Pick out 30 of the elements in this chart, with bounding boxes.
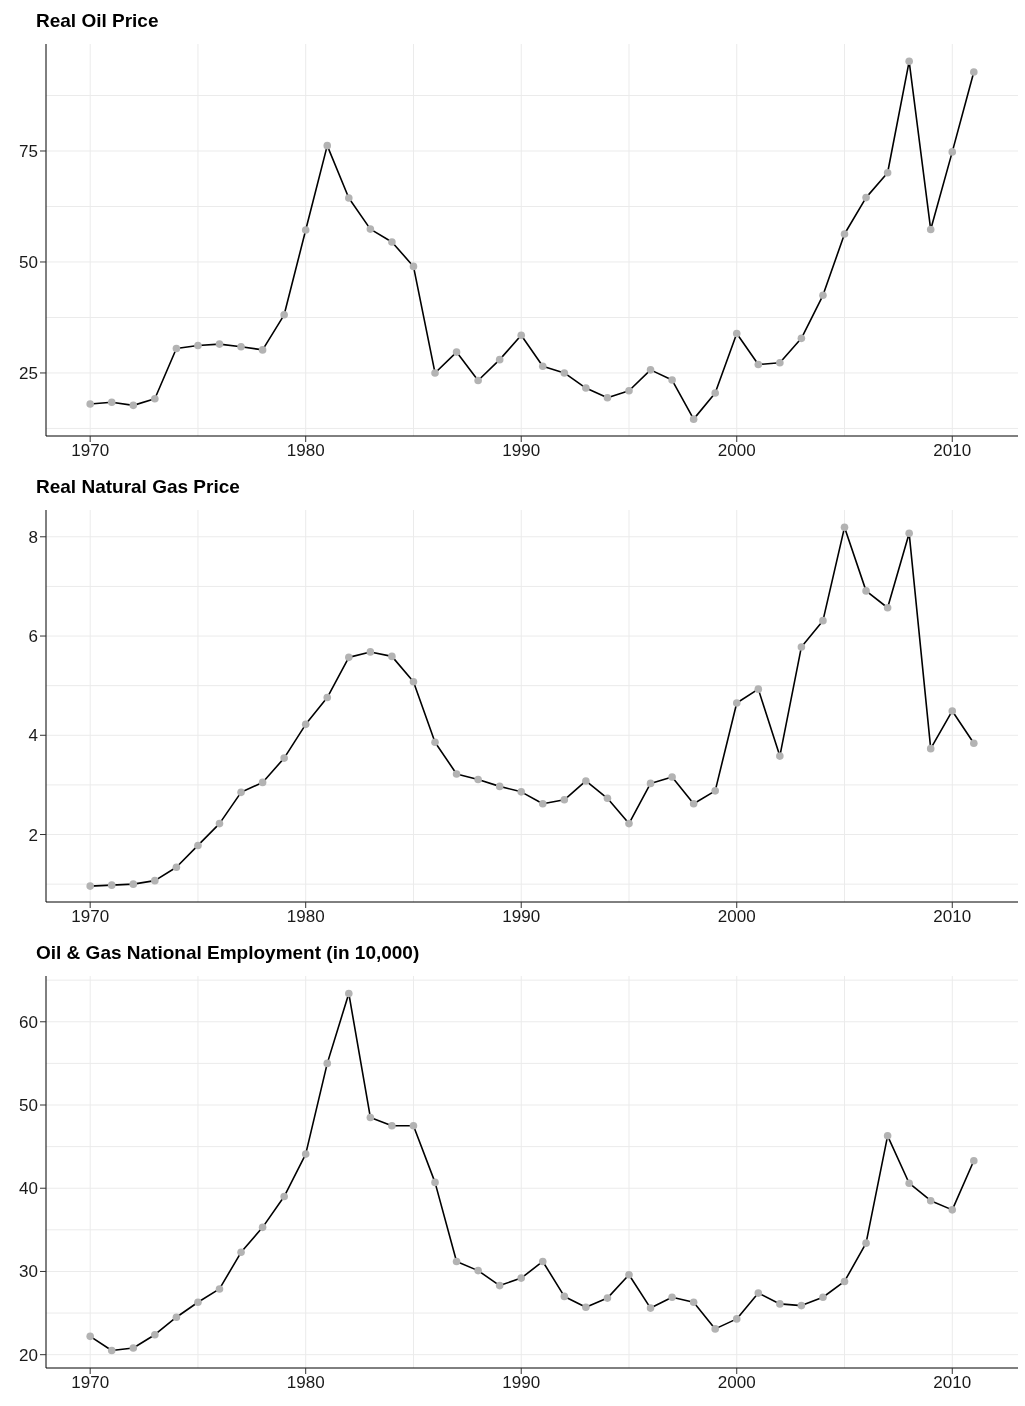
x-tick-label: 1970 [71,1373,110,1393]
y-tick-label: 6 [28,627,38,647]
x-tick-label: 2000 [717,441,756,461]
y-tick-label: 20 [19,1345,38,1365]
x-tick-label: 1980 [286,441,325,461]
y-tick-label: 2 [28,825,38,845]
x-tick-label: 1970 [71,907,110,927]
y-tick-label: 30 [19,1262,38,1282]
y-tick-label: 4 [28,726,38,746]
x-tick-label: 1980 [286,1373,325,1393]
x-tick-label: 1980 [286,907,325,927]
y-tick-label: 8 [28,527,38,547]
x-tick-label: 2010 [933,907,972,927]
x-tick-label: 2000 [717,907,756,927]
y-tick-label: 25 [19,364,38,383]
y-tick-label: 50 [19,253,38,273]
chart-title: Real Natural Gas Price [35,475,241,499]
chart-title: Real Oil Price [35,9,160,33]
x-tick-label: 1970 [71,441,110,461]
x-tick-label: 2010 [933,441,972,461]
x-tick-label: 1990 [502,441,541,461]
y-tick-label: 75 [19,142,38,162]
x-tick-label: 2010 [933,1373,972,1393]
x-tick-label: 1990 [502,1373,541,1393]
y-tick-label: 60 [19,1012,38,1032]
x-tick-label: 1990 [502,907,541,927]
chart-title: Oil & Gas National Employment (in 10,000) [35,941,421,965]
x-tick-label: 2000 [717,1373,756,1393]
y-tick-label: 40 [19,1179,38,1199]
y-tick-label: 50 [19,1096,38,1116]
